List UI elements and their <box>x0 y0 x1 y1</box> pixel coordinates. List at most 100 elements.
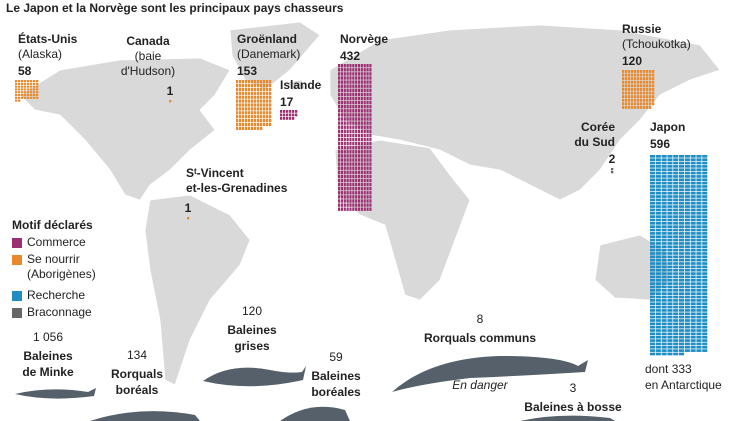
dot <box>343 125 346 129</box>
dot <box>690 242 696 245</box>
dot <box>690 205 696 208</box>
dot <box>340 84 343 88</box>
dot <box>340 80 343 84</box>
dot <box>266 80 269 84</box>
dot <box>667 155 673 158</box>
dot <box>679 295 685 299</box>
country-count: 120 <box>622 54 642 68</box>
dot <box>649 88 652 91</box>
dot <box>631 70 634 73</box>
dot <box>690 295 696 299</box>
dot <box>242 122 245 127</box>
dot <box>684 252 690 255</box>
dot <box>338 207 341 211</box>
dot <box>661 168 667 172</box>
dot <box>650 155 656 158</box>
dot <box>679 232 685 235</box>
dot <box>661 305 667 309</box>
dot <box>702 245 708 249</box>
dot <box>667 258 673 262</box>
dot <box>702 345 708 349</box>
dot <box>696 325 702 329</box>
dot <box>239 99 242 103</box>
dot <box>360 76 363 80</box>
dot <box>634 88 637 91</box>
dot <box>702 222 708 225</box>
dot <box>349 178 352 183</box>
dot <box>363 113 366 117</box>
dot <box>239 103 242 107</box>
dot <box>702 175 708 178</box>
dot <box>340 129 343 133</box>
dot <box>338 146 341 150</box>
dot <box>366 195 369 199</box>
dot <box>245 80 248 84</box>
dot <box>369 92 372 97</box>
dot <box>673 329 679 332</box>
dot <box>236 107 239 111</box>
dot <box>366 117 369 121</box>
dot <box>360 158 363 162</box>
north-america <box>19 57 231 201</box>
dot <box>650 238 656 242</box>
dot <box>340 133 343 138</box>
dot <box>643 95 646 99</box>
dot-grid <box>280 110 298 120</box>
dot <box>679 155 685 158</box>
dot <box>661 181 667 185</box>
dot <box>15 91 18 94</box>
dot <box>346 174 349 179</box>
dot <box>363 203 366 207</box>
dot <box>257 122 260 127</box>
dot <box>702 168 708 172</box>
dot <box>702 215 708 218</box>
dot <box>360 100 363 105</box>
dot <box>369 162 372 166</box>
dot <box>650 252 656 255</box>
dot <box>338 203 341 207</box>
legend-swatch <box>12 291 22 301</box>
dot <box>696 262 702 265</box>
dot <box>702 339 708 342</box>
country-name: Sᵗ-Vincent <box>186 166 244 180</box>
dot <box>30 88 33 91</box>
dot <box>667 322 673 326</box>
dot <box>661 225 667 228</box>
dot <box>369 191 372 195</box>
dot <box>346 195 349 199</box>
dot <box>696 181 702 185</box>
dot <box>283 113 286 117</box>
dot <box>673 299 679 302</box>
dot <box>343 64 346 68</box>
dot <box>369 72 372 76</box>
dot <box>360 187 363 191</box>
dot <box>357 133 361 138</box>
dot <box>366 203 369 207</box>
dot-grid <box>338 64 372 211</box>
dot <box>346 72 349 76</box>
dot <box>673 205 679 208</box>
dot <box>702 208 708 212</box>
dot <box>357 125 361 129</box>
dot <box>696 228 702 232</box>
dot <box>696 275 702 279</box>
dot <box>21 91 24 94</box>
dot <box>650 225 656 228</box>
dot <box>349 68 352 72</box>
dot <box>360 203 363 207</box>
dot <box>650 325 656 329</box>
dot <box>650 175 656 178</box>
dot <box>673 178 679 182</box>
dot <box>292 110 295 113</box>
dot <box>650 265 656 269</box>
dot <box>696 302 702 306</box>
dot <box>702 232 708 235</box>
dot <box>673 349 679 352</box>
dot <box>363 96 366 101</box>
dot <box>30 94 33 97</box>
dot <box>696 282 702 285</box>
dot <box>338 68 341 72</box>
dot <box>655 218 661 222</box>
dot <box>346 68 349 72</box>
